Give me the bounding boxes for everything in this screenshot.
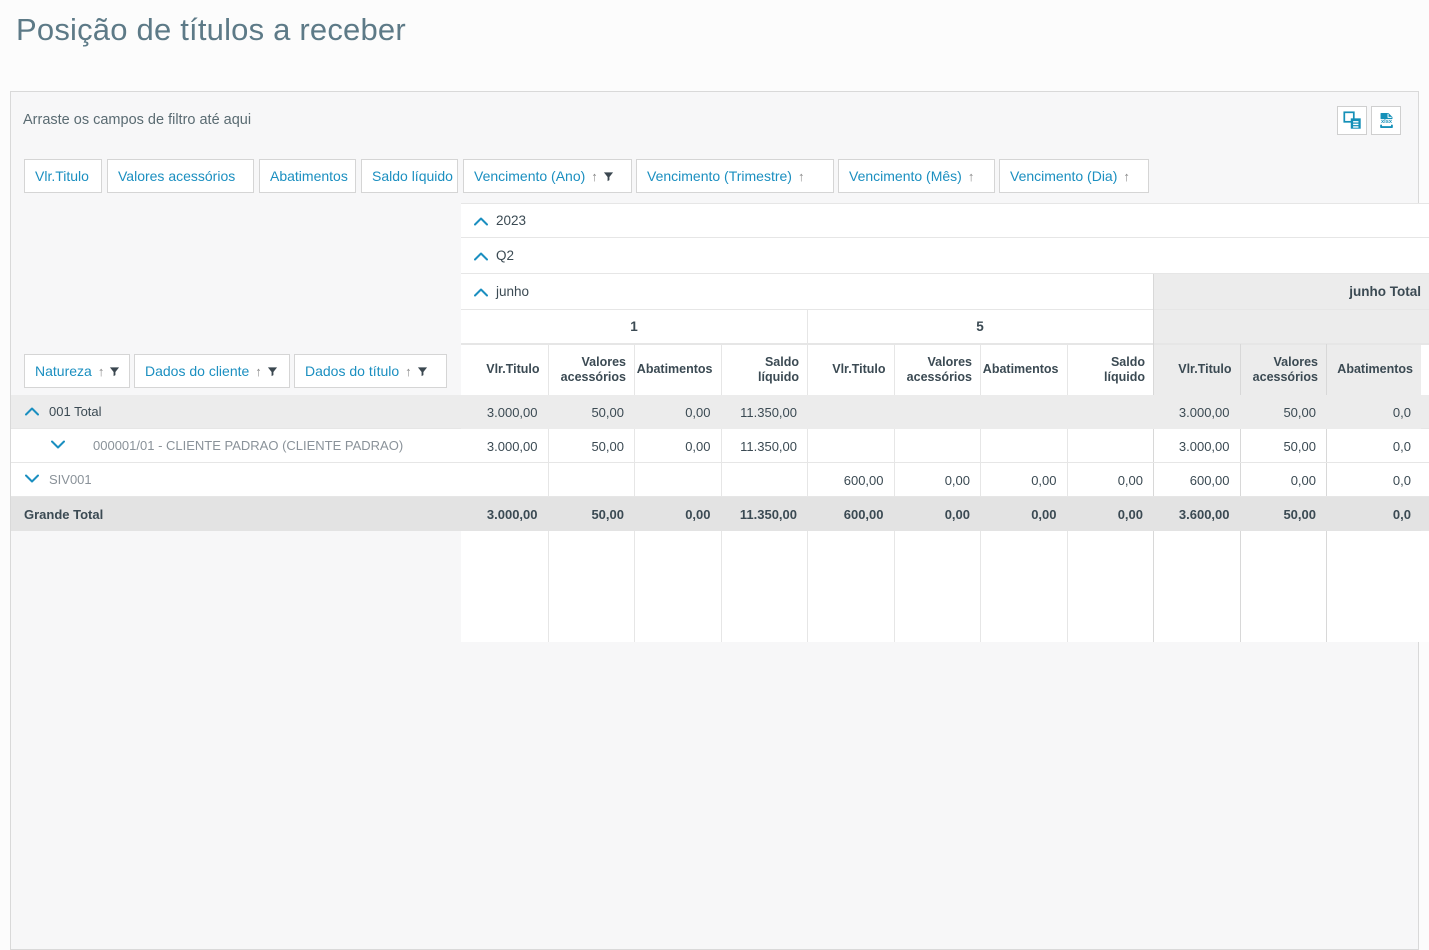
svg-text:xlsx: xlsx — [1381, 119, 1393, 125]
